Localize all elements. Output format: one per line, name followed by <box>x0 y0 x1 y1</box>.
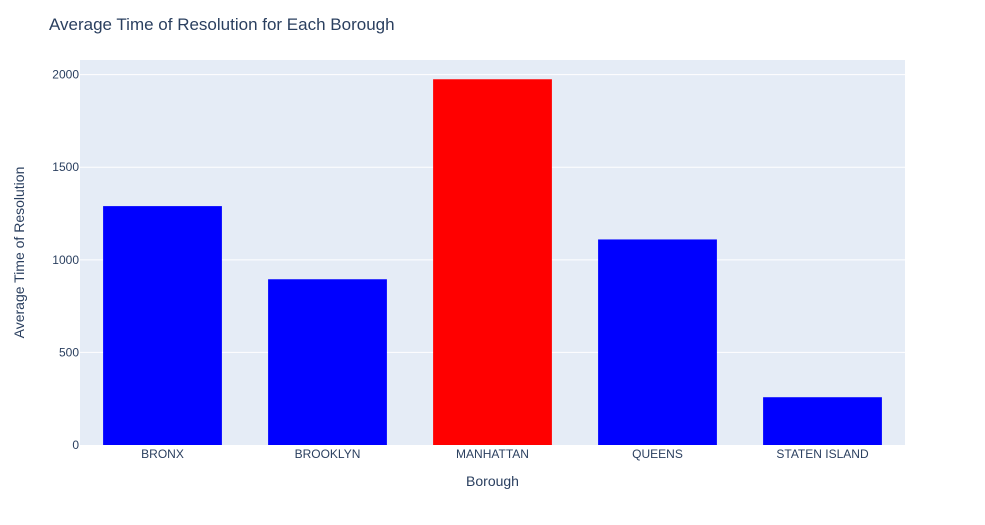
bar-staten-island[interactable] <box>763 397 882 445</box>
bar-manhattan[interactable] <box>433 79 552 445</box>
bars <box>103 79 882 445</box>
x-tick-label: QUEENS <box>632 447 683 461</box>
y-tick-label: 1000 <box>52 253 79 267</box>
x-tick-label: MANHATTAN <box>456 447 529 461</box>
x-tick-label: BROOKLYN <box>295 447 361 461</box>
x-tick-label: STATEN ISLAND <box>776 447 869 461</box>
y-tick-label: 0 <box>72 438 79 452</box>
chart-title: Average Time of Resolution for Each Boro… <box>49 15 395 34</box>
y-axis-title: Average Time of Resolution <box>11 167 27 339</box>
y-tick-label: 500 <box>59 345 79 359</box>
x-axis-title: Borough <box>466 473 519 489</box>
x-tick-label: BRONX <box>141 447 184 461</box>
bar-queens[interactable] <box>598 239 717 445</box>
x-axis-ticks: BRONX BROOKLYN MANHATTAN QUEENS STATEN ISLAN… <box>141 447 869 461</box>
y-tick-label: 1500 <box>52 160 79 174</box>
y-tick-label: 2000 <box>52 68 79 82</box>
bar-bronx[interactable] <box>103 206 222 445</box>
bar-brooklyn[interactable] <box>268 279 387 445</box>
y-axis-ticks: 0 500 1000 1500 2000 <box>52 68 79 452</box>
